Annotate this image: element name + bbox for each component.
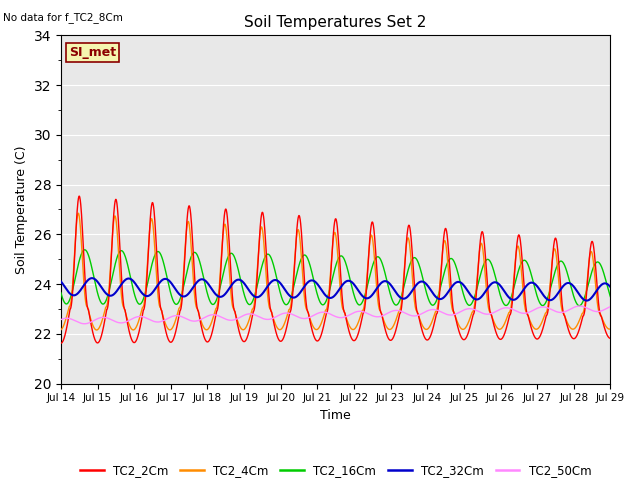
- Legend: TC2_2Cm, TC2_4Cm, TC2_16Cm, TC2_32Cm, TC2_50Cm: TC2_2Cm, TC2_4Cm, TC2_16Cm, TC2_32Cm, TC…: [75, 460, 596, 480]
- Title: Soil Temperatures Set 2: Soil Temperatures Set 2: [244, 15, 427, 30]
- Text: No data for f_TC2_8Cm: No data for f_TC2_8Cm: [3, 12, 123, 23]
- Y-axis label: Soil Temperature (C): Soil Temperature (C): [15, 145, 28, 274]
- Text: SI_met: SI_met: [69, 46, 116, 59]
- X-axis label: Time: Time: [320, 409, 351, 422]
